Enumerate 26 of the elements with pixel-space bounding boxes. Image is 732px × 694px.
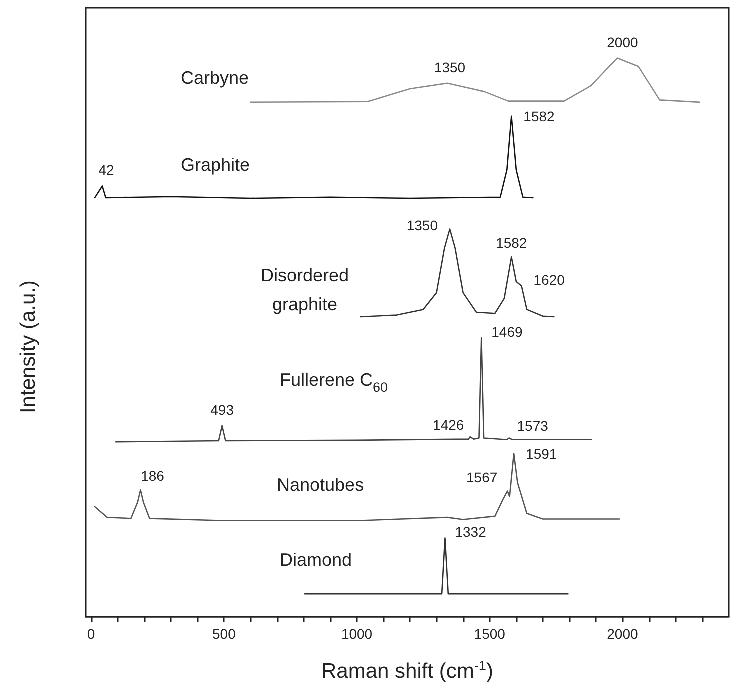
series-label: Carbyne bbox=[181, 68, 250, 88]
annotation: 1591 bbox=[526, 446, 558, 462]
x-tick-label: 1500 bbox=[474, 626, 506, 642]
y-axis-title: Intensity (a.u.) bbox=[17, 280, 40, 414]
annotation: 1332 bbox=[455, 524, 487, 540]
annotation: 1350 bbox=[434, 59, 466, 76]
series-label: Nanotubes bbox=[277, 475, 364, 495]
x-tick-label: 500 bbox=[212, 626, 236, 642]
annotation: 1573 bbox=[517, 418, 549, 434]
x-tick-label: 1000 bbox=[341, 626, 373, 642]
annotation: 1620 bbox=[534, 272, 566, 288]
series-label: Diamond bbox=[280, 550, 352, 570]
annotation: 1426 bbox=[433, 417, 464, 434]
x-tick-label: 2000 bbox=[607, 626, 638, 642]
annotation: 1350 bbox=[406, 217, 438, 234]
annotation: 186 bbox=[141, 468, 165, 484]
annotation: 493 bbox=[210, 402, 234, 418]
x-tick-label: 0 bbox=[87, 626, 96, 642]
annotation: 1582 bbox=[496, 235, 528, 252]
annotation: 42 bbox=[98, 162, 114, 178]
annotation: 1582 bbox=[524, 108, 556, 124]
series-label: Graphite bbox=[181, 155, 250, 175]
annotation: 2000 bbox=[607, 34, 638, 50]
annotation: 1567 bbox=[466, 469, 498, 486]
annotation: 1469 bbox=[492, 324, 523, 340]
series-label: Disordered graphite bbox=[260, 266, 350, 314]
